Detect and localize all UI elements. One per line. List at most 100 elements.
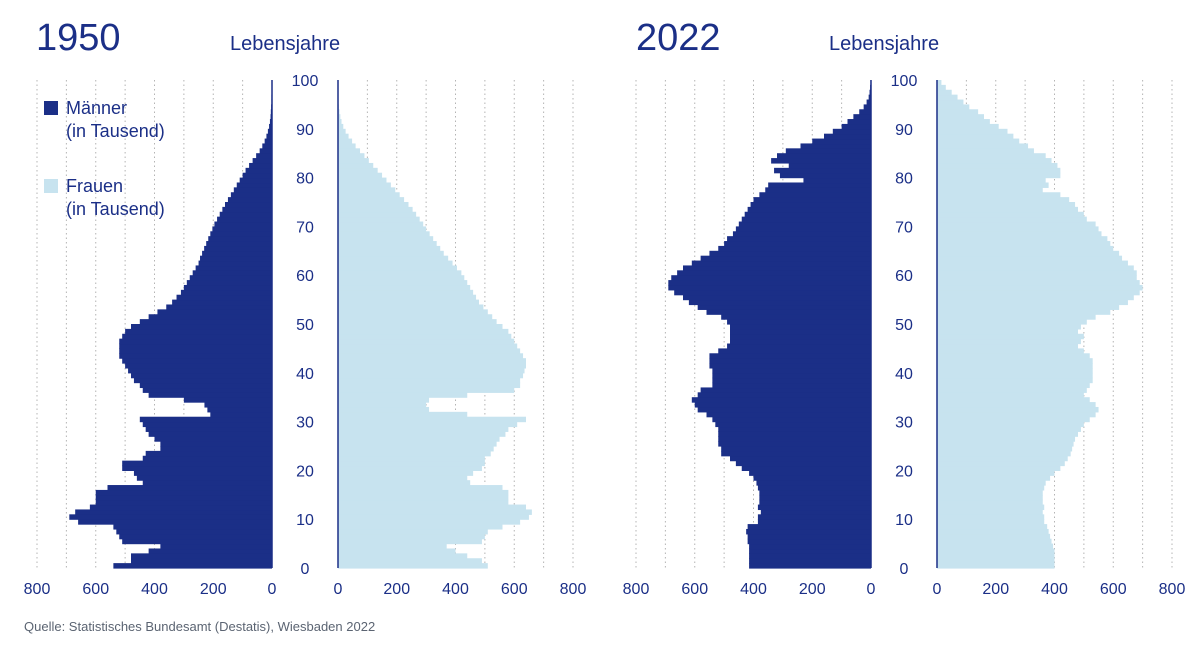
female-bar-age-30 [937,416,1090,423]
male-bar-age-31 [706,411,871,418]
female-bar-age-85 [937,148,1034,154]
male-bar-age-71 [217,216,272,223]
female-bar-age-15 [937,489,1043,496]
male-bar-age-1 [131,558,272,564]
male-bar-age-43 [709,353,871,359]
legend: Männer (in Tausend) Frauen (in Tausend) [44,98,165,219]
male-bar-age-59 [671,275,871,281]
female-bar-age-36 [937,387,1087,393]
female-bar-age-48 [338,328,509,335]
female-x-tick-200: 200 [982,581,1009,598]
female-bar-age-73 [937,206,1078,213]
female-bar-age-4 [338,543,447,550]
female-bar-age-39 [338,372,524,379]
male-bar-age-45 [727,343,871,349]
male-bar-age-89 [267,128,272,135]
male-bar-age-85 [785,148,871,154]
female-bars [937,80,1143,569]
age-tick-60: 60 [296,268,314,285]
female-bar-age-87 [338,138,353,145]
male-bar-age-12 [757,504,871,511]
male-bar-age-4 [749,543,871,550]
male-bar-age-77 [765,187,871,193]
age-axis-label: Lebensjahre [230,33,340,55]
male-bar-age-90 [269,123,272,130]
female-bar-age-70 [937,221,1096,227]
male-bar-age-10 [69,514,272,520]
male-bar-age-54 [172,299,272,306]
male-bar-age-73 [222,206,272,213]
female-bar-age-66 [338,241,437,247]
female-bar-age-44 [937,348,1084,354]
male-bar-age-29 [142,421,272,428]
male-bar-age-43 [119,353,272,359]
female-bar-age-12 [338,504,526,511]
male-x-tick-600: 600 [681,581,708,598]
female-bar-age-52 [937,309,1111,315]
female-bar-age-61 [937,265,1134,271]
female-bar-age-17 [338,480,471,486]
female-bar-age-38 [937,377,1093,384]
male-x-tick-800: 800 [623,581,650,598]
female-bar-age-61 [338,265,457,271]
female-bar-age-66 [937,241,1111,247]
female-bar-age-70 [338,221,424,227]
male-bar-age-59 [189,275,272,281]
female-bar-age-1 [338,558,482,564]
female-bar-age-41 [937,363,1093,369]
female-bar-age-99 [937,80,942,86]
male-bar-age-37 [139,382,272,389]
female-bar-age-26 [937,436,1076,442]
female-bar-age-43 [937,353,1090,359]
male-bar-age-30 [712,416,871,423]
male-bar-age-74 [225,202,272,208]
male-bar-age-92 [853,114,871,120]
female-bar-age-16 [338,485,503,491]
female-bar-age-95 [937,99,964,105]
female-bar-age-54 [937,299,1128,306]
male-bar-age-17 [756,480,871,486]
male-bar-age-15 [759,489,871,496]
male-bar-age-65 [718,245,871,252]
male-bar-age-52 [706,309,871,315]
male-bars [668,80,871,569]
male-bar-age-47 [730,333,871,340]
age-tick-50: 50 [895,317,913,334]
female-bar-age-22 [338,455,485,462]
age-tick-100: 100 [292,73,319,90]
male-bar-age-19 [133,470,272,476]
female-bar-age-79 [937,177,1046,184]
female-bar-age-7 [338,528,488,535]
female-bar-age-20 [338,465,482,471]
female-bar-age-78 [338,182,391,188]
male-bar-age-69 [735,226,871,232]
female-bar-age-30 [338,416,526,423]
female-bar-age-40 [937,367,1093,374]
female-bar-age-49 [338,324,503,330]
age-tick-80: 80 [296,171,314,188]
female-bar-age-18 [937,475,1051,481]
male-bar-age-18 [136,475,272,481]
male-bar-age-16 [757,485,871,491]
male-bar-age-48 [125,328,272,335]
female-bar-age-41 [338,363,526,369]
female-bar-age-51 [338,314,493,320]
female-bar-age-68 [338,231,430,237]
male-bar-age-36 [142,387,272,393]
female-bar-age-72 [937,211,1084,218]
female-x-tick-0: 0 [933,581,942,598]
female-bar-age-18 [338,475,468,481]
age-tick-20: 20 [296,463,314,480]
male-bar-age-20 [122,465,272,471]
male-bar-age-57 [183,284,272,291]
female-bar-age-92 [937,114,984,120]
female-bar-age-73 [338,206,413,213]
male-bar-age-2 [749,553,871,559]
female-bar-age-84 [937,153,1046,159]
male-bar-age-85 [259,148,272,154]
female-bar-age-71 [937,216,1087,223]
male-bar-age-74 [750,202,871,208]
male-bar-age-32 [697,406,871,413]
female-bar-age-89 [937,128,1008,135]
male-bar-age-70 [738,221,871,227]
